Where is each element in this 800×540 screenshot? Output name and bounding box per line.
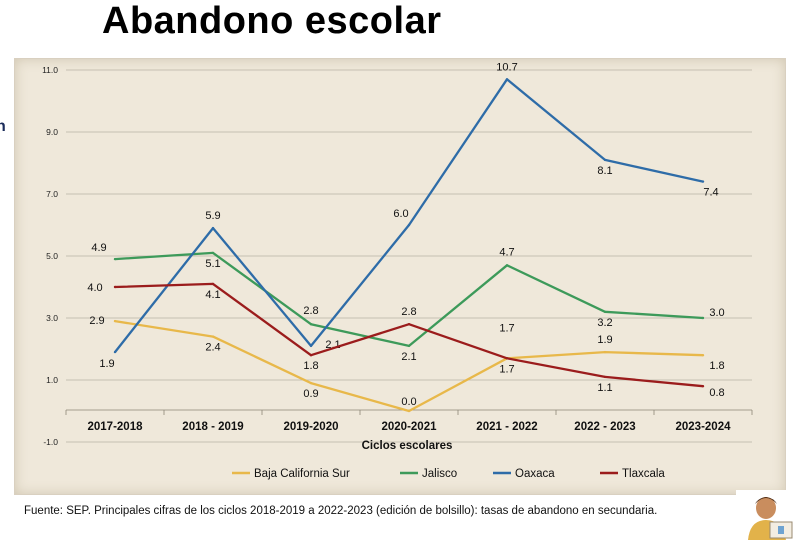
data-label: 10.7 xyxy=(496,61,517,73)
data-point xyxy=(701,316,705,320)
chart-panel xyxy=(14,58,786,495)
data-label: 0.8 xyxy=(709,387,724,399)
x-axis-title: Ciclos escolares xyxy=(362,440,453,452)
data-point xyxy=(505,264,509,267)
data-label: 4.1 xyxy=(205,289,220,301)
data-point xyxy=(701,385,705,388)
data-point xyxy=(603,375,607,379)
data-label: 1.1 xyxy=(597,382,612,394)
data-point xyxy=(603,158,607,162)
x-tick-label: 2018 - 2019 xyxy=(182,421,243,433)
data-label: 5.1 xyxy=(205,258,220,270)
data-point xyxy=(603,310,607,313)
data-label: 8.1 xyxy=(597,165,612,177)
legend-label: Tlaxcala xyxy=(622,468,665,480)
source-note: Fuente: SEP. Principales cifras de los c… xyxy=(24,505,658,517)
data-point xyxy=(309,323,313,326)
data-point xyxy=(701,354,705,357)
data-label: 1.8 xyxy=(303,360,318,372)
data-point xyxy=(701,180,705,183)
legend-label: Jalisco xyxy=(422,468,457,480)
data-label: 4.0 xyxy=(87,282,102,294)
data-point xyxy=(211,282,215,286)
data-label: 4.7 xyxy=(499,246,514,258)
y-tick-label: 5.0 xyxy=(46,251,58,261)
child-reading-image xyxy=(736,490,800,540)
x-tick-label: 2019-2020 xyxy=(284,421,339,433)
data-label: 4.9 xyxy=(91,242,106,254)
data-label: 2.9 xyxy=(89,315,104,327)
x-tick-label: 2017-2018 xyxy=(88,421,144,433)
data-point xyxy=(309,344,313,348)
y-tick-label: -1.0 xyxy=(43,437,58,447)
data-label: 0.0 xyxy=(401,396,416,408)
data-label: 3.2 xyxy=(597,317,612,329)
y-tick-label: 11.0 xyxy=(42,65,58,75)
data-point xyxy=(603,350,607,354)
y-tick-label: 1.0 xyxy=(46,375,58,385)
data-point xyxy=(211,251,215,255)
legend-label: Oaxaca xyxy=(515,468,555,480)
x-tick-label: 2020-2021 xyxy=(382,421,438,433)
data-label: 0.9 xyxy=(303,388,318,400)
data-label: 5.9 xyxy=(205,210,220,222)
data-point xyxy=(113,285,117,289)
data-label: 1.8 xyxy=(709,360,724,372)
data-point xyxy=(505,78,509,81)
data-point xyxy=(309,354,313,357)
data-point xyxy=(407,409,411,413)
data-label: 3.0 xyxy=(709,307,724,319)
data-point xyxy=(407,344,411,348)
legend-label: Baja California Sur xyxy=(254,468,350,480)
data-label: 1.9 xyxy=(597,334,612,346)
x-tick-label: 2023-2024 xyxy=(676,421,732,433)
data-point xyxy=(211,335,215,338)
data-point xyxy=(407,323,411,326)
series-line-jalisco xyxy=(114,251,704,348)
data-label: 7.4 xyxy=(703,187,718,199)
y-tick-label: 9.0 xyxy=(46,127,58,137)
data-label: 1.7 xyxy=(499,322,514,334)
data-point xyxy=(309,381,313,385)
data-point xyxy=(211,226,215,230)
x-tick-label: 2022 - 2023 xyxy=(574,421,635,433)
x-tick-label: 2021 - 2022 xyxy=(476,421,537,433)
data-point xyxy=(113,350,117,354)
y-tick-label: 7.0 xyxy=(46,189,58,199)
slide-title: Abandono escolar xyxy=(102,0,442,42)
data-point xyxy=(113,319,117,323)
data-label: 2.1 xyxy=(401,351,416,363)
data-label: 1.9 xyxy=(99,358,114,370)
data-label: 2.8 xyxy=(303,305,318,317)
data-label: 6.0 xyxy=(393,208,408,220)
y-tick-label: 3.0 xyxy=(46,313,58,323)
data-point xyxy=(505,357,509,360)
data-point xyxy=(407,223,411,227)
data-point xyxy=(113,257,117,261)
abandono-line-chart: -1.0 1.0 3.0 5.0 7.0 9.0 11.0 2017-2018 2018 - 2… xyxy=(42,61,753,480)
data-label: 2.8 xyxy=(401,306,416,318)
data-label: 2.4 xyxy=(205,342,220,354)
data-label: 1.7 xyxy=(499,363,514,375)
cropped-left-text: n xyxy=(0,118,6,135)
